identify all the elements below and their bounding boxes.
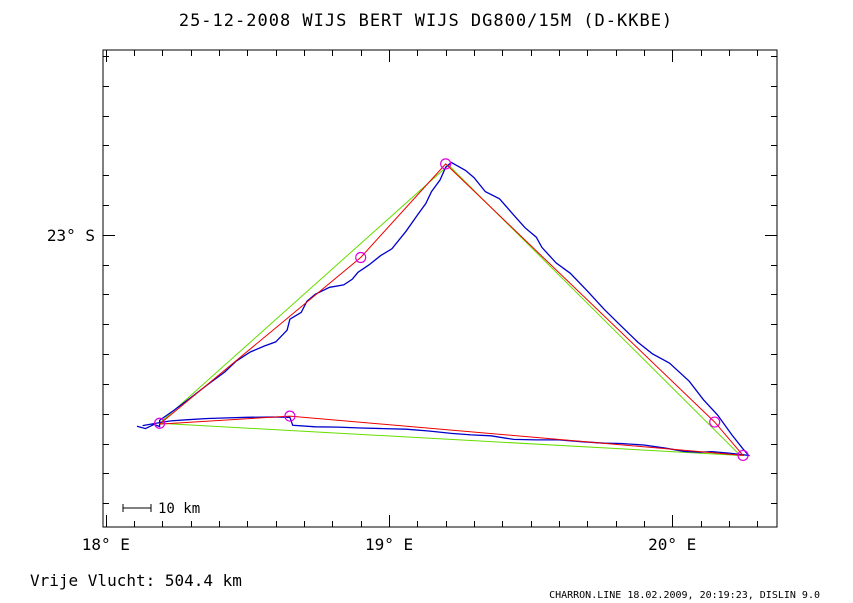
turnpoint-marker	[154, 417, 166, 429]
y-tick-label: 23° S	[47, 226, 95, 245]
optimized-route-line	[159, 163, 745, 457]
x-tick-label: 20° E	[648, 535, 696, 554]
y-tick-labels: 23° S	[47, 226, 95, 245]
turnpoint-marker	[709, 416, 721, 428]
turnpoint-marker	[355, 251, 367, 264]
scale-bar-label: 10 km	[158, 501, 200, 517]
chart-title: 25-12-2008 WIJS BERT WIJS DG800/15M (D-K…	[179, 11, 673, 31]
flight-track-line	[136, 161, 751, 457]
axes	[102, 49, 778, 528]
plot-frame	[102, 49, 778, 528]
turnpoint-route-line	[159, 164, 742, 456]
turnpoint-marker	[737, 449, 749, 462]
series-layer	[136, 158, 751, 462]
scale-bar: 10 km	[122, 501, 200, 517]
turnpoint-marker	[284, 410, 296, 422]
x-tick-marks	[106, 50, 758, 527]
x-tick-labels: 18° E 19° E 20° E	[82, 535, 697, 554]
turnpoint-marker	[440, 158, 452, 170]
x-tick-label: 19° E	[365, 535, 413, 554]
software-credit: CHARRON.LINE 18.02.2009, 20:19:23, DISLI…	[549, 590, 820, 601]
free-flight-distance: Vrije Vlucht: 504.4 km	[30, 571, 242, 590]
x-tick-label: 18° E	[82, 535, 130, 554]
y-tick-marks	[103, 56, 777, 504]
